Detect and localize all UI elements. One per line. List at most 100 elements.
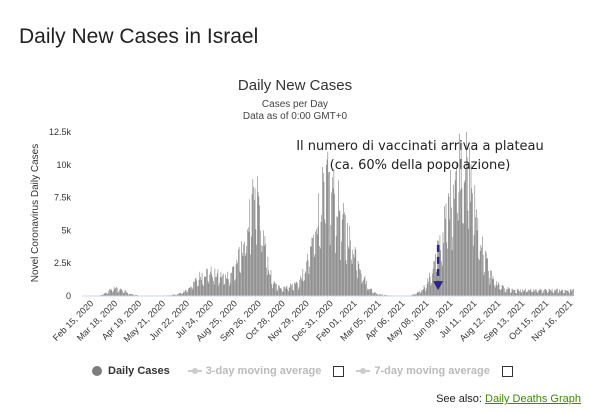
daily-case-bar [454,180,456,296]
daily-case-bar [542,293,544,296]
daily-case-bar [311,237,313,296]
daily-case-bar [260,245,262,296]
daily-case-bar [487,257,488,296]
daily-case-bar [498,284,500,296]
daily-case-bar [525,288,526,296]
daily-case-bar [113,291,114,296]
daily-case-bar [232,266,234,296]
daily-deaths-graph-link[interactable]: Daily Deaths Graph [485,393,581,405]
daily-case-bar [182,293,183,296]
daily-case-bar [274,282,276,296]
daily-case-bar [183,291,185,296]
daily-case-bar [571,291,573,296]
daily-case-bar [210,271,211,296]
daily-case-bar [219,283,220,296]
daily-case-bar [493,279,495,296]
daily-case-bar [305,271,307,296]
daily-case-bar [422,289,424,296]
daily-case-bar [185,289,186,296]
daily-case-bar [548,288,550,296]
daily-case-bar [511,289,513,296]
daily-case-bar [350,240,351,296]
daily-case-bar [516,288,518,296]
daily-case-bar [330,225,332,296]
daily-case-bar [362,281,363,296]
daily-case-bar [293,290,294,296]
y-axis: 0 2.5k 5k 7.5k 10k 12.5k [49,127,72,301]
daily-case-bar [269,273,270,296]
daily-case-bar [193,281,194,296]
daily-case-bar [327,151,329,296]
daily-case-bar [355,249,357,296]
daily-case-bar [298,287,300,296]
daily-case-bar [125,291,127,296]
daily-case-bar [522,291,524,296]
daily-case-bar [244,255,246,296]
daily-case-bar [227,271,229,296]
daily-case-bar [322,166,323,296]
daily-case-bar [379,294,380,296]
daily-case-bar [535,289,537,296]
daily-case-bar [290,283,291,296]
daily-case-bar [375,293,377,296]
daily-case-bar [282,291,283,296]
daily-case-bar [258,196,260,296]
daily-case-bar [543,290,545,296]
daily-case-bar [208,283,210,296]
daily-case-bar [306,261,307,296]
daily-case-bar [513,289,514,296]
legend-item-7day-average[interactable]: 7-day moving average [356,365,490,377]
daily-case-bar [534,291,535,296]
daily-case-bar [544,289,545,296]
annotation-line-1: Il numero di vaccinati arriva a plateau [296,139,544,154]
daily-case-bar [476,230,478,296]
daily-case-bar [247,227,249,296]
daily-case-bar [288,291,289,296]
daily-case-bar [333,168,335,296]
daily-case-bar [380,294,382,296]
daily-case-bar [241,252,243,296]
daily-case-bar [214,268,216,296]
daily-case-bar [550,290,551,296]
daily-case-bar [108,290,110,296]
daily-case-bar [479,250,481,296]
daily-case-bar [529,290,530,296]
daily-case-bar [485,252,487,296]
daily-case-bar [173,294,175,296]
daily-case-bar [515,293,517,296]
daily-case-bar [286,285,288,296]
daily-case-bar [127,292,129,296]
daily-case-bar [500,289,501,296]
daily-case-bar [228,279,229,296]
daily-case-bar [519,291,520,296]
daily-case-bar [442,232,444,296]
daily-case-bar [324,219,326,296]
legend-item-daily-cases[interactable]: Daily Cases [92,365,170,377]
daily-case-bar [236,259,238,296]
daily-case-bar [378,294,379,296]
daily-case-bar [513,289,515,296]
daily-case-bar [554,291,556,296]
daily-case-bar [363,277,365,296]
daily-case-bar [429,272,430,296]
daily-case-bar [521,292,523,296]
daily-case-bar [523,290,525,296]
y-tick-label: 10k [56,160,71,170]
daily-case-bar [104,292,106,296]
daily-case-bar [424,287,426,296]
daily-case-bar [462,223,463,296]
7day-average-checkbox[interactable] [501,365,513,377]
daily-case-bar [569,293,570,296]
daily-case-bar [375,292,376,296]
3day-average-checkbox[interactable] [333,365,345,377]
legend-item-3day-average[interactable]: 3-day moving average [187,365,321,377]
daily-case-bar [453,184,454,296]
daily-case-bar [545,289,547,296]
daily-case-bar [297,283,298,296]
daily-case-bar [199,271,201,296]
y-axis-label: Novel Coronavirus Daily Cases [30,144,41,282]
daily-case-bar [566,290,567,296]
daily-case-bar [509,288,510,296]
daily-case-bar [533,288,535,296]
